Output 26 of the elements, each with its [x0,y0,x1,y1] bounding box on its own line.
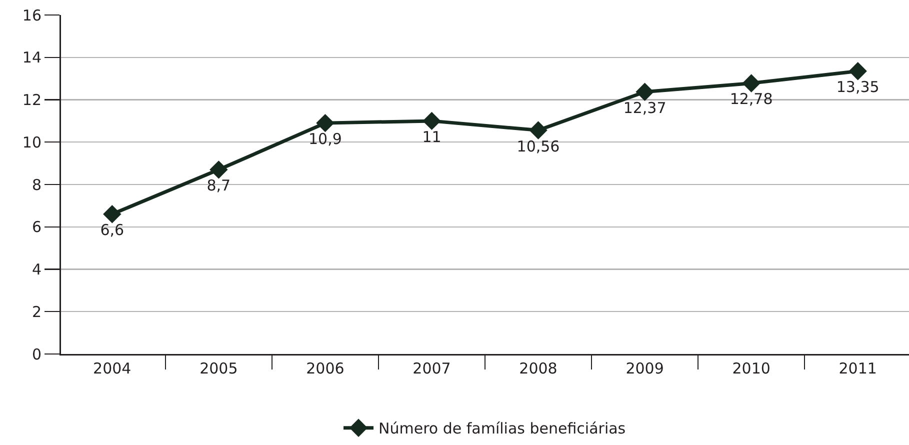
data-label: 8,7 [206,176,231,195]
x-tick-label: 2005 [200,360,238,378]
data-label: 13,35 [836,78,880,96]
data-label: 12,37 [623,98,666,117]
data-label: 11 [422,128,442,146]
x-tick-label: 2009 [626,360,664,378]
y-tick-label: 16 [22,6,42,24]
legend-label: Número de famílias beneficiárias [378,420,626,438]
y-tick-label: 14 [22,48,42,67]
x-tick-label: 2010 [732,360,770,378]
y-tick-label: 10 [22,133,42,152]
data-label: 6,6 [100,221,124,240]
y-tick-label: 0 [32,345,42,364]
x-tick-label: 2004 [93,360,132,378]
x-tick-label: 2006 [306,360,344,378]
y-tick-label: 4 [32,260,42,278]
y-tick-label: 8 [32,176,42,194]
data-label: 10,9 [308,130,342,148]
x-tick-label: 2007 [412,360,451,378]
x-tick-label: 2011 [838,360,877,378]
x-tick-label: 2008 [519,360,558,378]
y-tick-label: 12 [22,91,42,109]
y-tick-label: 6 [32,218,42,236]
data-label: 12,78 [730,90,773,108]
data-label: 10,56 [516,137,560,156]
y-tick-label: 2 [32,302,42,321]
